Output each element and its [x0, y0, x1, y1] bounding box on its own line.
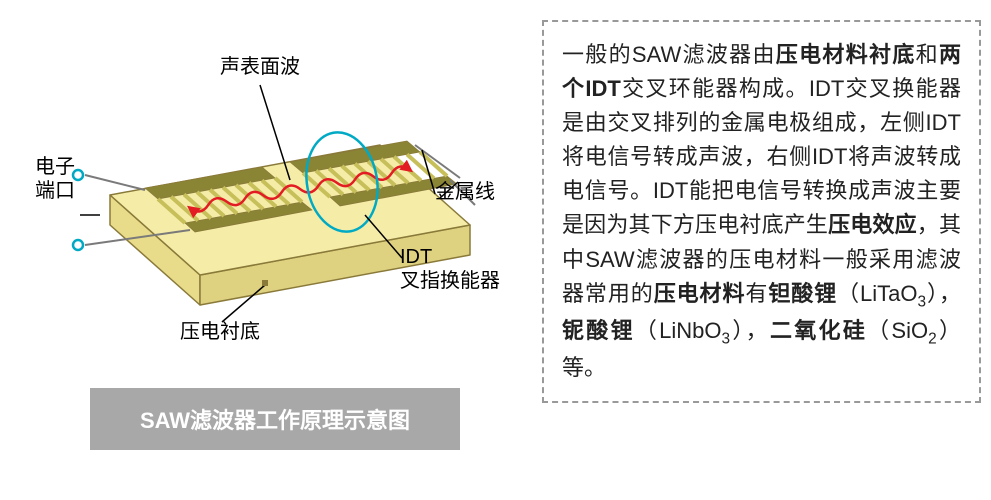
diagram-caption: SAW滤波器工作原理示意图: [90, 388, 460, 450]
label-electronic-port: 电子 端口: [35, 155, 75, 203]
label-idt: IDT 叉指换能器: [400, 245, 500, 293]
label-metal-wire: 金属线: [435, 180, 495, 204]
label-piezo-substrate: 压电衬底: [180, 320, 260, 344]
saw-diagram: 声表面波 电子 端口 金属线 IDT 叉指换能器 压电衬底: [30, 30, 510, 370]
label-saw-wave: 声表面波: [220, 55, 300, 79]
diagram-panel: 声表面波 电子 端口 金属线 IDT 叉指换能器 压电衬底 SAW滤波器工作原理…: [10, 20, 530, 460]
description-panel: 一般的SAW滤波器由压电材料衬底和两个IDT交叉环能器构成。IDT交叉换能器是由…: [542, 20, 981, 403]
